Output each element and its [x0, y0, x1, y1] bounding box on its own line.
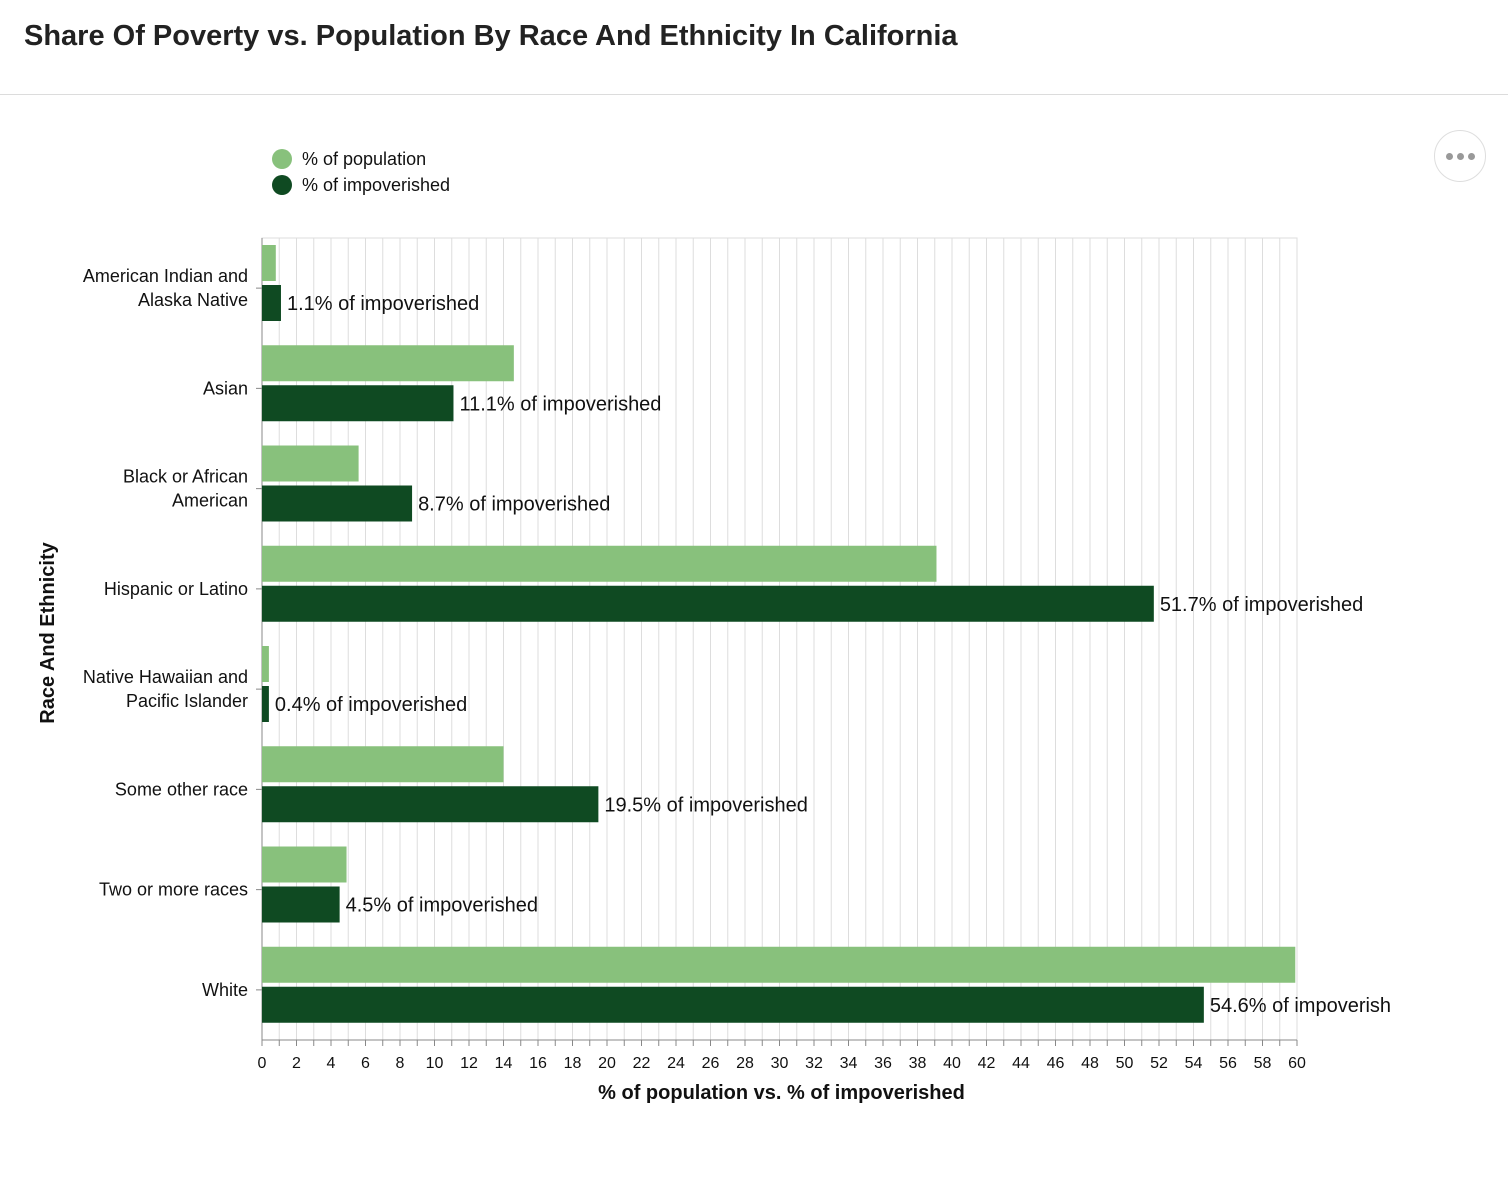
bar-population[interactable] [262, 245, 276, 281]
bar-impoverished[interactable] [262, 385, 454, 422]
bar-impoverished[interactable] [262, 786, 599, 823]
bar-data-label: 1.1% of impoverished [287, 293, 479, 315]
category-label: Two or more races [99, 880, 248, 900]
x-tick-label: 58 [1254, 1055, 1272, 1072]
more-horizontal-icon [1445, 152, 1453, 160]
more-options-button[interactable] [1434, 130, 1486, 182]
bar-data-label: 4.5% of impoverished [346, 895, 538, 917]
x-tick-label: 54 [1185, 1055, 1203, 1072]
chart-header: Share Of Poverty vs. Population By Race … [0, 0, 1508, 95]
category-label: Hispanic or Latino [104, 579, 248, 599]
x-tick-label: 18 [564, 1055, 582, 1072]
category-label: Native Hawaiian and Pacific Islander [83, 667, 248, 711]
x-tick-label: 22 [633, 1055, 651, 1072]
x-tick-label: 52 [1150, 1055, 1168, 1072]
legend-item-impoverished[interactable]: % of impoverished [272, 172, 450, 198]
bar-population[interactable] [262, 646, 269, 682]
more-horizontal-icon [1467, 152, 1475, 160]
x-tick-label: 6 [361, 1055, 370, 1072]
bar-population[interactable] [262, 545, 937, 582]
x-tick-label: 38 [909, 1055, 927, 1072]
y-axis-title: Race And Ethnicity [37, 541, 59, 723]
x-tick-label: 60 [1288, 1055, 1306, 1072]
x-tick-label: 44 [1012, 1055, 1030, 1072]
x-tick-label: 46 [1047, 1055, 1065, 1072]
bar-population[interactable] [262, 746, 504, 783]
x-tick-label: 56 [1219, 1055, 1237, 1072]
x-tick-label: 4 [327, 1055, 336, 1072]
bar-population[interactable] [262, 345, 514, 382]
chart-title: Share Of Poverty vs. Population By Race … [24, 20, 958, 52]
x-tick-label: 30 [771, 1055, 789, 1072]
x-tick-label: 36 [874, 1055, 892, 1072]
bar-population[interactable] [262, 445, 359, 482]
x-tick-label: 26 [702, 1055, 720, 1072]
x-tick-label: 8 [396, 1055, 405, 1072]
x-tick-label: 48 [1081, 1055, 1099, 1072]
x-tick-label: 24 [667, 1055, 685, 1072]
legend-label-impoverished: % of impoverished [302, 174, 451, 195]
bar-impoverished[interactable] [262, 285, 281, 321]
x-tick-label: 16 [529, 1055, 547, 1072]
category-label: Asian [203, 378, 248, 398]
category-label: Some other race [115, 779, 248, 799]
x-tick-label: 10 [426, 1055, 444, 1072]
bar-impoverished[interactable] [262, 585, 1154, 622]
x-tick-label: 28 [736, 1055, 754, 1072]
bar-impoverished[interactable] [262, 485, 413, 522]
bar-population[interactable] [262, 846, 347, 883]
x-tick-label: 50 [1116, 1055, 1134, 1072]
x-tick-label: 42 [978, 1055, 996, 1072]
x-tick-label: 34 [840, 1055, 858, 1072]
legend-swatch-population [272, 149, 292, 169]
bar-impoverished[interactable] [262, 686, 269, 722]
legend-swatch-impoverished [272, 175, 292, 195]
bar-data-label: 8.7% of impoverished [418, 494, 610, 516]
category-label: White [202, 980, 248, 1000]
legend: % of population % of impoverished [272, 146, 450, 198]
bar-data-label: 19.5% of impoverished [604, 794, 807, 816]
bar-data-label: 11.1% of impoverished [459, 393, 661, 415]
legend-label-population: % of population [302, 148, 427, 169]
x-axis-title: % of population vs. % of impoverished [598, 1082, 965, 1104]
x-tick-label: 2 [292, 1055, 301, 1072]
bar-population[interactable] [262, 946, 1296, 983]
x-tick-label: 32 [805, 1055, 823, 1072]
x-tick-label: 14 [495, 1055, 513, 1072]
category-label: Black or African American [123, 467, 248, 511]
category-label: American Indian and Alaska Native [83, 266, 248, 310]
x-tick-label: 0 [258, 1055, 267, 1072]
x-tick-label: 40 [943, 1055, 961, 1072]
x-tick-label: 12 [460, 1055, 478, 1072]
bar-impoverished[interactable] [262, 886, 340, 923]
bar-data-label: 0.4% of impoverished [275, 694, 467, 716]
bar-data-label: 51.7% of impoverished [1160, 594, 1363, 616]
x-tick-label: 20 [598, 1055, 616, 1072]
legend-item-population[interactable]: % of population [272, 146, 450, 172]
more-horizontal-icon [1456, 152, 1464, 160]
bar-impoverished[interactable] [262, 986, 1204, 1023]
bar-data-label: 54.6% of impoverish [1210, 995, 1391, 1017]
